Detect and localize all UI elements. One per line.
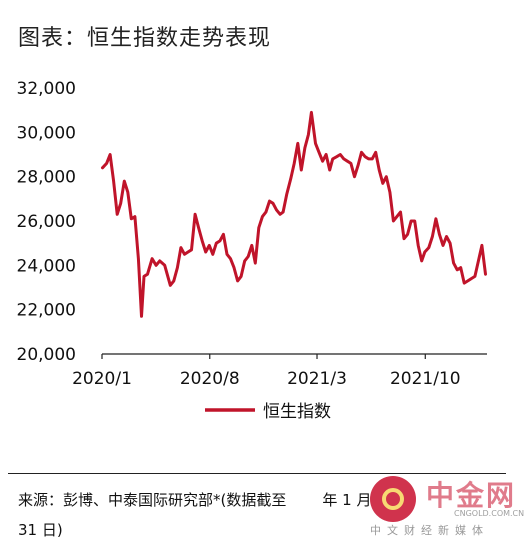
y-tick-label: 28,000 xyxy=(17,168,76,188)
legend: 恒生指数 xyxy=(205,402,331,422)
watermark-name: 中金网 xyxy=(426,479,517,512)
series-line-hsi xyxy=(101,110,487,318)
source-year-tail: 年 1 月 xyxy=(322,491,372,509)
axes: 20,000 22,000 24,000 26,000 28,000 30,000 32,0… xyxy=(17,79,487,389)
source-text: 来源：彭博、中泰国际研究部*(数据截至 xyxy=(18,491,287,509)
cngold-logo-icon xyxy=(370,476,416,522)
watermark: 中金网 CNGOLD.COM.CN 中文财经新媒体 xyxy=(370,472,524,537)
x-tick-label: 2021/10 xyxy=(390,369,461,389)
y-tick-label: 20,000 xyxy=(17,345,76,365)
x-tick-label: 2020/1 xyxy=(72,369,132,389)
plot-area xyxy=(101,110,487,318)
line-chart: 20,000 22,000 24,000 26,000 28,000 30,000 32,0… xyxy=(17,79,487,422)
figure-title: 图表：恒生指数走势表现 xyxy=(18,26,272,51)
x-tick-label: 2021/3 xyxy=(287,369,347,389)
watermark-url: CNGOLD.COM.CN xyxy=(454,509,525,518)
y-tick-label: 30,000 xyxy=(17,123,76,143)
watermark-tagline: 中文财经新媒体 xyxy=(370,524,489,537)
x-tick-label: 2020/8 xyxy=(180,369,240,389)
source-divider xyxy=(8,473,506,474)
legend-label: 恒生指数 xyxy=(263,402,331,422)
y-tick-label: 26,000 xyxy=(17,212,76,232)
y-tick-label: 24,000 xyxy=(17,256,76,276)
y-tick-label: 32,000 xyxy=(17,79,76,99)
y-tick-label: 22,000 xyxy=(17,301,76,321)
source-note: 来源：彭博、中泰国际研究部*(数据截至 年 1 月 31 日) xyxy=(18,485,478,545)
source-date: 31 日) xyxy=(18,521,63,539)
